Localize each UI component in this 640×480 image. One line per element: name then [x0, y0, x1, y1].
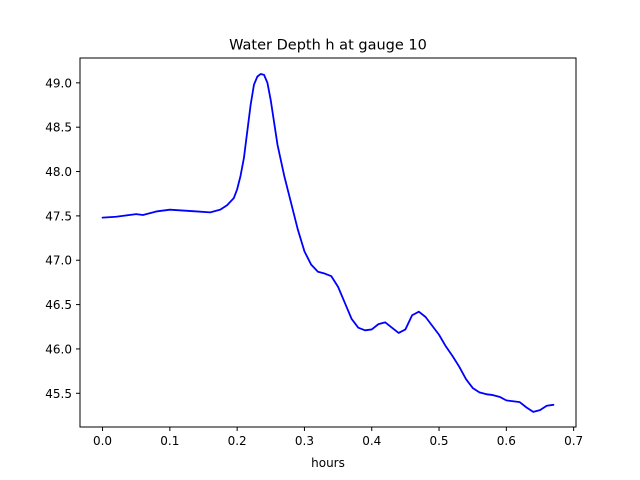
- series-line: [101, 73, 555, 413]
- x-tick-label: 0.0: [93, 434, 112, 448]
- x-tick-label: 0.2: [228, 434, 247, 448]
- y-tick-label: 48.0: [45, 165, 72, 179]
- plot-area: [101, 73, 555, 413]
- x-tick-label: 0.1: [160, 434, 179, 448]
- chart-title: Water Depth h at gauge 10: [229, 38, 427, 54]
- x-tick-label: 0.5: [429, 434, 448, 448]
- x-tick-label: 0.6: [497, 434, 516, 448]
- y-tick-label: 48.5: [45, 121, 72, 135]
- y-axis: 45.5 46.0 46.5 47.0 47.5 48.0 48.5 49.0: [45, 76, 80, 401]
- y-tick-label: 49.0: [45, 76, 72, 90]
- axes-frame: [79, 57, 577, 428]
- x-tick-label: 0.3: [295, 434, 314, 448]
- y-tick-label: 47.0: [45, 254, 72, 268]
- y-tick-label: 45.5: [45, 387, 72, 401]
- y-tick-label: 46.0: [45, 342, 72, 356]
- x-tick-label: 0.7: [564, 434, 583, 448]
- x-axis: 0.0 0.1 0.2 0.3 0.4 0.5 0.6 0.7: [93, 427, 583, 448]
- x-axis-label: hours: [311, 456, 345, 470]
- y-tick-label: 46.5: [45, 298, 72, 312]
- x-tick-label: 0.4: [362, 434, 381, 448]
- y-tick-label: 47.5: [45, 209, 72, 223]
